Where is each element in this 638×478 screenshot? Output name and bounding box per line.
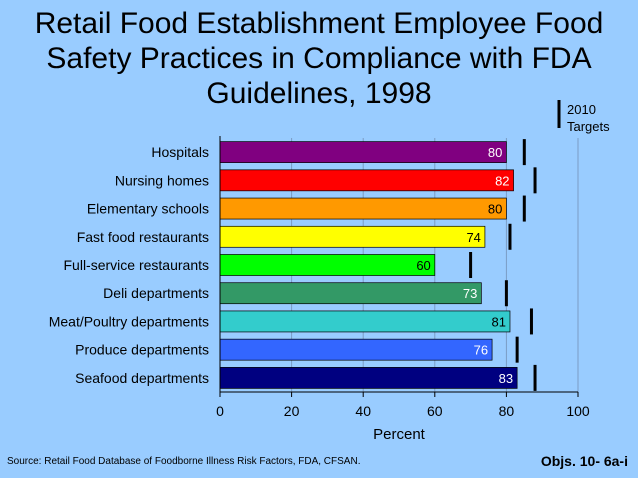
- x-tick-label-0: 0: [216, 403, 224, 419]
- title-line-1: Retail Food Establishment Employee Food: [34, 7, 604, 40]
- bar-8: [219, 338, 493, 361]
- value-label-6: 73: [463, 286, 477, 301]
- bar-6: [219, 282, 482, 305]
- target-legend: 2010 Targets: [557, 100, 610, 134]
- bar-5: [219, 254, 436, 276]
- title-line-2: Safety Practices in Compliance with FDA: [46, 42, 592, 75]
- axes: [219, 136, 578, 393]
- target-markers: [469, 139, 537, 391]
- x-ticks: 0 20 40 60 80 100: [216, 392, 590, 419]
- value-label-8: 76: [474, 343, 488, 358]
- category-label-3: Elementary schools: [87, 201, 209, 217]
- bar-9: [219, 367, 518, 389]
- legend-text-2: Targets: [567, 119, 610, 134]
- category-label-7: Meat/Poultry departments: [49, 313, 209, 329]
- value-labels: 80 82 80 74 60 73 81 76 83: [416, 145, 513, 386]
- category-label-1: Hospitals: [151, 144, 209, 160]
- x-tick-label-60: 60: [427, 403, 443, 419]
- category-label-2: Nursing homes: [115, 172, 209, 188]
- bar-3: [219, 197, 507, 220]
- value-label-4: 74: [466, 230, 480, 245]
- category-label-9: Seafood departments: [75, 370, 209, 386]
- category-label-6: Deli departments: [103, 285, 209, 301]
- x-axis-label: Percent: [373, 426, 426, 443]
- value-label-9: 83: [499, 371, 513, 386]
- x-tick-label-100: 100: [566, 403, 590, 419]
- category-labels: Hospitals Nursing homes Elementary schools…: [49, 144, 209, 386]
- source-note: Source: Retail Food Database of Foodborn…: [7, 456, 361, 467]
- objectives-label: Objs. 10- 6a-i: [540, 453, 628, 469]
- category-label-4: Fast food restaurants: [77, 229, 209, 245]
- title-line-3: Guidelines, 1998: [206, 77, 432, 110]
- bar-7: [219, 310, 511, 333]
- value-label-3: 80: [488, 202, 502, 217]
- legend-text-1: 2010: [567, 102, 596, 117]
- x-tick-label-40: 40: [355, 403, 371, 419]
- category-label-8: Produce departments: [75, 342, 209, 358]
- value-label-2: 82: [495, 173, 509, 188]
- chart-title: Retail Food Establishment Employee Food …: [0, 6, 638, 111]
- category-label-5: Full-service restaurants: [64, 257, 210, 273]
- value-label-1: 80: [488, 145, 502, 160]
- value-label-5: 60: [416, 258, 430, 273]
- x-tick-label-20: 20: [284, 403, 300, 419]
- bars: [219, 141, 518, 389]
- bar-2: [219, 169, 514, 192]
- bar-1: [219, 141, 507, 163]
- bar-4: [219, 225, 486, 248]
- value-label-7: 81: [492, 314, 506, 329]
- x-tick-label-80: 80: [499, 403, 515, 419]
